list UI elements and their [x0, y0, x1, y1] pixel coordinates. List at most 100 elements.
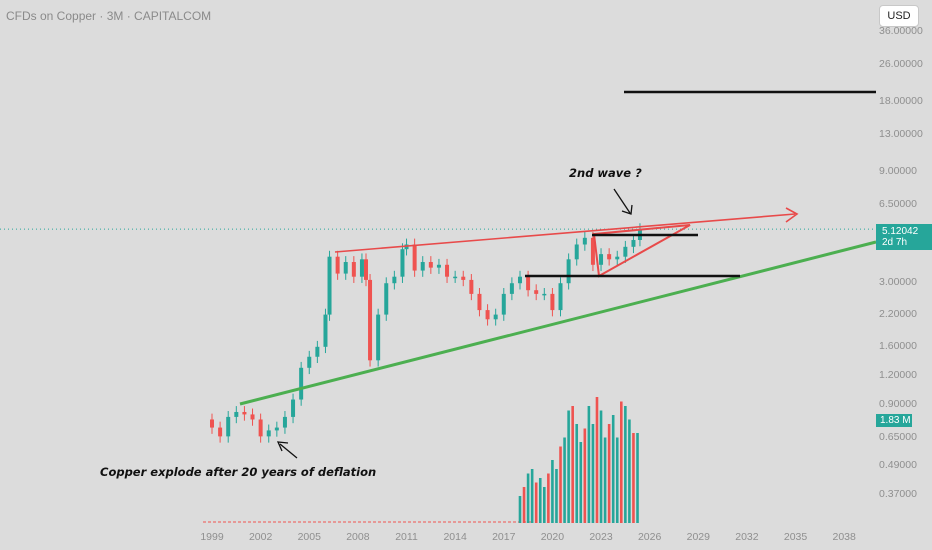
candle-body: [226, 416, 231, 437]
y-tick-label: 18.00000: [879, 95, 923, 107]
candle-body: [615, 256, 620, 260]
y-tick-label: 2.20000: [879, 307, 917, 320]
candle-body: [315, 346, 320, 357]
y-tick-label: 1.60000: [879, 339, 917, 352]
candle-body: [590, 237, 595, 265]
volume-bar: [624, 406, 627, 523]
volume-bar: [575, 424, 579, 523]
explode-arrowhead: [276, 441, 289, 452]
x-tick-label: 2014: [443, 531, 467, 543]
volume-bar: [628, 419, 631, 523]
volume-bar: [526, 473, 530, 523]
y-tick-label: 1.20000: [879, 368, 917, 381]
candle-body: [218, 427, 223, 437]
candle-body: [335, 256, 340, 274]
candle-body: [323, 314, 328, 347]
x-tick-label: 2020: [540, 531, 565, 543]
candle-body: [542, 293, 547, 296]
candle-body: [250, 414, 255, 420]
volume-bar: [547, 473, 550, 523]
candle-body: [420, 262, 425, 271]
x-tick-label: 2011: [395, 531, 418, 543]
candle-body: [526, 276, 531, 291]
x-tick-label: 2002: [248, 531, 273, 543]
y-tick-label: 0.65000: [879, 430, 917, 443]
y-tick-label: 0.49000: [879, 459, 917, 472]
volume-bar: [607, 424, 611, 523]
candle-body: [436, 264, 441, 268]
volume-bar: [599, 410, 603, 523]
candle-body: [566, 259, 571, 284]
candle-body: [266, 430, 271, 437]
candle-body: [534, 290, 539, 294]
volume-bars: [518, 397, 639, 523]
candle-body: [376, 314, 381, 361]
y-tick-label: 13.00000: [879, 127, 923, 140]
volume-bar: [555, 469, 558, 523]
volume-bar: [534, 482, 538, 523]
candle-body: [582, 237, 587, 245]
x-tick-label: 2038: [832, 531, 856, 543]
x-tick-label: 2005: [297, 531, 321, 543]
candle-body: [307, 356, 312, 368]
candle-body: [631, 239, 636, 247]
bar-countdown: 2d 7h: [882, 237, 908, 248]
resistance-trendline: [334, 213, 796, 253]
volume-bar: [636, 433, 639, 523]
currency-button[interactable]: USD: [879, 5, 919, 27]
candle-body: [607, 254, 612, 260]
drawing-tools[interactable]: [239, 90, 877, 459]
x-tick-label: 2035: [783, 531, 808, 543]
volume-bar: [611, 415, 615, 523]
candle-body: [558, 283, 563, 311]
annotation-second-wave[interactable]: 2nd wave ?: [569, 166, 642, 180]
candle-body: [509, 283, 514, 294]
x-tick-label: 1999: [200, 531, 224, 543]
candle-body: [477, 293, 482, 311]
last-price-tag: 5.12042 2d 7h: [876, 224, 932, 250]
y-tick-label: 26.00000: [879, 57, 923, 70]
candle-body: [469, 279, 474, 294]
candle-body: [299, 367, 304, 400]
candle-body: [359, 259, 364, 277]
price-candles: [210, 223, 642, 443]
candle-body: [242, 411, 247, 415]
y-tick-label: 36.00000: [879, 24, 923, 37]
x-tick-label: 2008: [346, 531, 370, 543]
candle-body: [384, 283, 389, 315]
y-tick-label: 0.90000: [879, 398, 917, 410]
wave-arrow-shaft: [613, 188, 631, 214]
candle-body: [623, 246, 628, 257]
volume-bar: [632, 433, 635, 523]
y-tick-label: 3.00000: [879, 276, 917, 289]
candle-body: [343, 262, 348, 274]
candle-body: [501, 293, 506, 315]
annotation-copper-explode[interactable]: Copper explode after 20 years of deflati…: [100, 465, 377, 479]
candle-body: [493, 314, 498, 320]
volume-bar: [579, 442, 583, 523]
candle-body: [351, 262, 356, 277]
candle-body: [327, 256, 332, 315]
explode-arrow-shaft: [279, 443, 298, 459]
volume-bar: [543, 487, 546, 523]
y-tick-label: 9.00000: [879, 165, 917, 178]
candle-body: [599, 254, 604, 265]
candle-body: [274, 427, 279, 431]
candle-body: [517, 276, 522, 284]
candle-body: [282, 416, 287, 428]
volume-bar: [530, 469, 534, 523]
candle-body: [412, 244, 417, 271]
volume-bar: [567, 410, 570, 523]
volume-bar: [551, 460, 554, 523]
candle-body: [428, 262, 433, 268]
chart-title: CFDs on Copper · 3M · CAPITALCOM: [6, 9, 212, 23]
candle-body: [400, 249, 405, 277]
candle-body: [234, 411, 239, 417]
candle-body: [258, 419, 263, 437]
volume-bar: [583, 428, 587, 523]
volume-bar: [559, 446, 562, 523]
volume-bar: [591, 424, 595, 523]
candle-body: [550, 293, 555, 311]
